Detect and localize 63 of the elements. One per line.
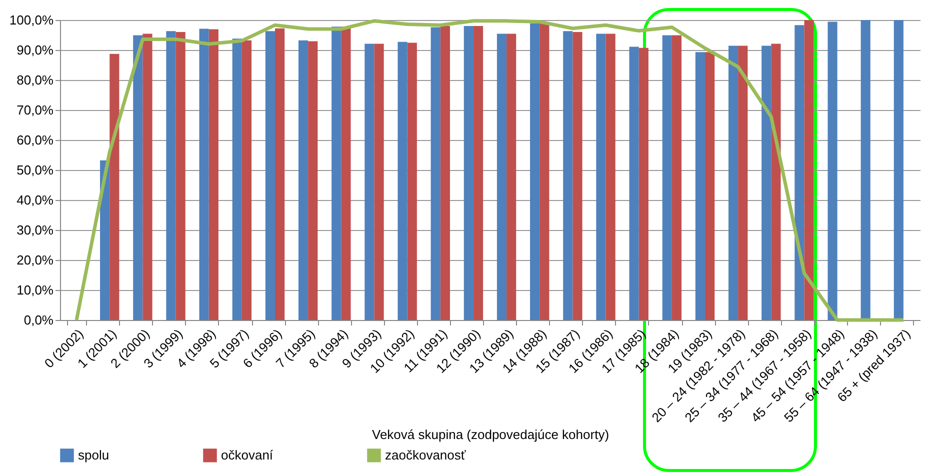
- y-tick-label: 50,0%: [16, 162, 54, 178]
- y-tick-label: 90,0%: [16, 42, 54, 58]
- bar: [199, 28, 209, 320]
- bar: [440, 26, 450, 320]
- bar: [407, 42, 417, 320]
- y-tick-label: 20,0%: [16, 252, 54, 268]
- bar: [771, 44, 781, 320]
- bar: [265, 31, 275, 320]
- x-axis-title: Veková skupina (zodpovedajúce kohorty): [372, 427, 610, 442]
- y-tick-label: 80,0%: [16, 72, 54, 88]
- bar: [672, 35, 682, 320]
- bar: [208, 29, 218, 320]
- bar: [110, 54, 120, 320]
- bar: [828, 22, 838, 320]
- bar: [176, 32, 186, 320]
- bar: [275, 28, 285, 320]
- bar: [364, 44, 374, 320]
- bar: [430, 27, 440, 320]
- y-tick-label: 100,0%: [9, 12, 54, 28]
- y-tick-label: 70,0%: [16, 102, 54, 118]
- bar: [530, 23, 540, 320]
- bar: [506, 34, 516, 320]
- bar: [705, 52, 715, 320]
- bar: [695, 52, 705, 320]
- bar: [496, 34, 507, 320]
- bar: [374, 44, 384, 320]
- bar: [572, 32, 582, 320]
- bar: [398, 42, 408, 320]
- bar: [794, 25, 804, 320]
- bar: [142, 34, 152, 320]
- bar: [606, 34, 616, 320]
- legend-label: očkovaní: [221, 447, 274, 462]
- y-tick-label: 0,0%: [24, 312, 54, 328]
- legend-label: spolu: [78, 447, 110, 462]
- bar: [242, 40, 252, 320]
- bar: [308, 41, 318, 320]
- bar: [738, 46, 748, 320]
- bar: [638, 48, 648, 320]
- bar: [894, 20, 904, 320]
- bar: [762, 46, 772, 320]
- bar: [473, 26, 484, 320]
- bar: [860, 20, 870, 320]
- y-tick-label: 10,0%: [16, 282, 54, 298]
- y-tick-label: 60,0%: [16, 132, 54, 148]
- bar: [341, 26, 351, 320]
- bar: [540, 23, 550, 320]
- bar: [166, 31, 176, 320]
- bar: [596, 34, 606, 320]
- bar: [133, 35, 143, 320]
- line-series: [74, 19, 906, 322]
- bar: [332, 26, 342, 320]
- bar: [563, 31, 573, 320]
- bar: [232, 38, 242, 320]
- y-tick-label: 30,0%: [16, 222, 54, 238]
- bar: [662, 35, 672, 320]
- legend-label: zaočkovanosť: [385, 447, 466, 462]
- bar: [728, 46, 738, 320]
- bar: [804, 20, 814, 320]
- y-tick-label: 40,0%: [16, 192, 54, 208]
- bar: [100, 160, 110, 320]
- bar: [464, 26, 474, 320]
- bar: [298, 40, 308, 320]
- bar: [629, 46, 639, 320]
